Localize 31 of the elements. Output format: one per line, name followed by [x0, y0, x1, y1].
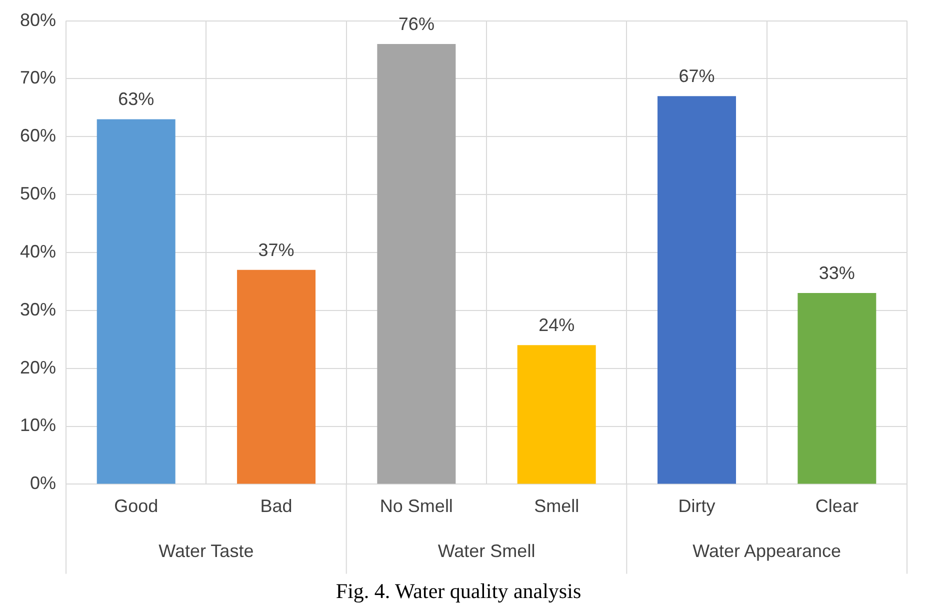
text: Water Smell [438, 540, 536, 561]
y-tick-label: 30% [20, 299, 56, 320]
data-label: 76% [398, 14, 434, 34]
bar [658, 96, 736, 484]
data-label: 63% [118, 89, 154, 110]
y-tick-label: 60% [20, 126, 56, 146]
y-tick-label: 70% [20, 68, 56, 88]
data-label: 37% [258, 240, 294, 260]
bar [517, 345, 596, 484]
y-tick-label: 20% [20, 357, 56, 378]
x-tick-label: Dirty [678, 496, 716, 516]
x-tick-label: Good [114, 496, 158, 516]
bar [96, 119, 176, 484]
x-tick-label: No Smell [380, 496, 453, 516]
y-tick-label: 10% [20, 415, 56, 436]
data-label: 24% [538, 315, 575, 336]
data-label: 33% [818, 263, 855, 284]
text: Fig. 4. Water quality analysis [336, 578, 582, 603]
text: Water Appearance [692, 540, 842, 561]
data-label: 67% [678, 66, 715, 86]
bar [377, 44, 456, 484]
y-tick-label: 50% [20, 184, 56, 204]
x-tick-label: Bad [260, 496, 292, 516]
bar [237, 270, 316, 484]
y-tick-label: 80% [20, 10, 56, 30]
y-tick-label: 40% [20, 241, 56, 262]
text: Water Taste [158, 540, 254, 561]
x-tick-label: Smell [534, 496, 580, 516]
y-tick-label: 0% [30, 473, 56, 494]
x-tick-label: Clear [815, 496, 858, 516]
bar [798, 293, 876, 484]
